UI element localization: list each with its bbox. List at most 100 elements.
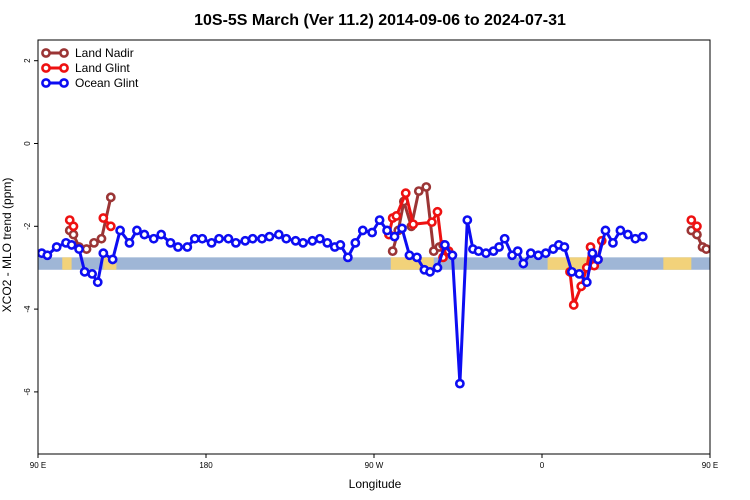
data-point-land-nadir <box>81 244 92 254</box>
series-line-land-glint <box>725 218 733 226</box>
data-point-ocean-glint <box>124 237 135 248</box>
data-point-ocean-glint <box>525 248 536 259</box>
data-point-ocean-glint <box>404 250 415 261</box>
data-point-ocean-glint <box>374 215 385 225</box>
data-point-ocean-glint <box>247 233 258 244</box>
legend-label-ocean-glint: Ocean Glint <box>75 76 139 90</box>
data-point-ocean-glint <box>264 231 275 242</box>
data-point-ocean-glint <box>412 252 422 263</box>
x-tick-label: 180 <box>199 461 213 470</box>
data-point-ocean-glint <box>499 233 510 244</box>
chart-title: 10S-5S March (Ver 11.2) 2014-09-06 to 20… <box>194 12 566 29</box>
data-point-ocean-glint <box>87 269 98 279</box>
data-point-ocean-glint <box>593 254 603 265</box>
data-point-ocean-glint <box>382 225 392 236</box>
data-point-ocean-glint <box>298 237 308 248</box>
legend-marker-land-glint <box>41 63 51 73</box>
data-point-land-nadir <box>96 233 107 244</box>
data-point-ocean-glint <box>397 223 407 234</box>
data-point-land-nadir <box>701 244 710 254</box>
data-point-ocean-glint <box>350 237 361 248</box>
data-point-ocean-glint <box>462 215 473 225</box>
data-point-ocean-glint <box>357 225 368 236</box>
data-point-ocean-glint <box>79 266 90 277</box>
data-point-ocean-glint <box>240 235 251 246</box>
data-point-ocean-glint <box>566 266 577 277</box>
data-point-ocean-glint <box>581 277 592 288</box>
data-point-ocean-glint <box>367 227 378 238</box>
data-point-ocean-glint <box>335 240 346 250</box>
y-axis-label: XCO2 - MLO trend (ppm) <box>0 178 14 313</box>
data-point-land-nadir <box>725 235 732 242</box>
plot-frame <box>37 39 711 455</box>
data-point-land-glint <box>721 214 728 221</box>
data-point-land-nadir <box>105 192 116 203</box>
data-point-ocean-glint <box>132 225 142 236</box>
data-point-ocean-glint <box>257 233 267 244</box>
data-point-ocean-glint <box>447 250 458 261</box>
data-point-ocean-glint <box>307 235 318 246</box>
data-point-ocean-glint <box>630 233 641 244</box>
data-point-ocean-glint <box>600 225 611 236</box>
data-point-ocean-glint <box>156 229 167 240</box>
legend-marker-land-nadir <box>41 48 51 58</box>
data-point-ocean-glint <box>290 235 301 246</box>
data-point-land-glint <box>432 206 443 217</box>
data-point-land-glint <box>400 188 411 199</box>
land-band-3 <box>547 257 587 270</box>
data-point-ocean-glint <box>314 233 325 244</box>
data-point-ocean-glint <box>481 248 491 259</box>
data-point-ocean-glint <box>182 242 193 252</box>
data-point-ocean-glint <box>148 233 159 244</box>
data-point-ocean-glint <box>533 250 544 261</box>
y-tick-label: -2 <box>23 222 32 230</box>
x-tick-label: 90 W <box>365 461 384 470</box>
ocean-band <box>38 257 710 270</box>
data-point-land-glint <box>568 300 579 310</box>
land-band-5 <box>729 257 744 269</box>
legend-marker-ocean-glint <box>41 78 51 88</box>
legend-marker-land-glint <box>59 63 69 73</box>
data-point-ocean-glint <box>139 229 150 240</box>
data-point-ocean-glint <box>494 242 504 252</box>
data-point-land-nadir <box>89 237 99 248</box>
data-point-land-nadir <box>68 229 79 240</box>
data-point-ocean-glint <box>637 231 648 242</box>
series-line-land-nadir <box>714 197 736 249</box>
data-point-land-nadir <box>708 245 710 253</box>
data-point-ocean-glint <box>165 237 176 248</box>
data-point-ocean-glint <box>66 240 77 250</box>
data-point-land-glint <box>408 219 419 230</box>
data-point-land-glint <box>105 221 116 232</box>
data-point-ocean-glint <box>230 237 241 248</box>
data-point-land-glint <box>686 215 697 225</box>
series-land-glint <box>64 188 736 310</box>
data-point-ocean-glint <box>389 231 400 242</box>
legend-marker-ocean-glint <box>59 78 69 88</box>
legend-label-land-nadir: Land Nadir <box>75 46 134 60</box>
x-tick-label: 90 E <box>30 461 46 470</box>
legend-label-land-glint: Land Glint <box>75 61 130 75</box>
data-point-ocean-glint <box>51 242 62 252</box>
data-point-land-glint <box>98 213 109 223</box>
data-point-ocean-glint <box>197 233 208 244</box>
data-point-ocean-glint <box>608 237 618 248</box>
legend-marker-land-nadir <box>59 48 69 58</box>
data-point-ocean-glint <box>454 378 465 389</box>
data-point-ocean-glint <box>107 254 118 265</box>
data-point-land-nadir <box>421 182 432 192</box>
data-point-land-glint <box>729 223 736 230</box>
data-point-ocean-glint <box>322 237 333 248</box>
data-point-ocean-glint <box>189 233 200 244</box>
data-point-ocean-glint <box>518 258 529 269</box>
series-group <box>38 182 740 389</box>
data-point-ocean-glint <box>223 233 234 244</box>
data-point-ocean-glint <box>74 244 84 254</box>
data-point-land-nadir <box>733 194 740 201</box>
data-point-ocean-glint <box>587 248 598 259</box>
data-point-ocean-glint <box>281 233 292 244</box>
data-point-ocean-glint <box>540 248 551 259</box>
data-point-ocean-glint <box>622 229 633 240</box>
data-point-ocean-glint <box>342 252 353 263</box>
